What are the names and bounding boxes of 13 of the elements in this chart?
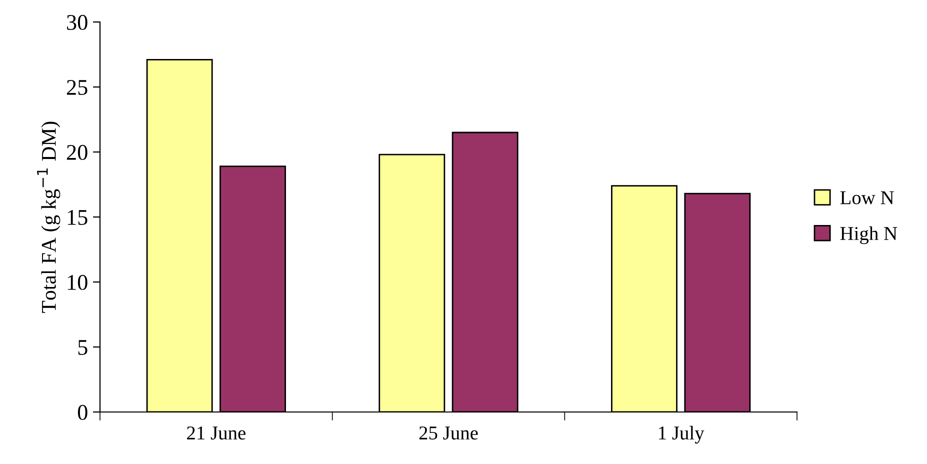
legend-label: High N: [840, 226, 898, 244]
y-axis-title: Total FA (g kg$^{−1}$ DM): [37, 122, 60, 313]
x-tick-label: 1 July: [659, 426, 704, 444]
y-tick-label: 15: [68, 210, 88, 225]
y-tick-label: 5: [78, 340, 88, 355]
y-tick-label: 10: [68, 274, 88, 290]
x-tick-label: 21 June: [187, 426, 246, 440]
legend-label: Low N: [840, 191, 894, 204]
y-tick-label: 20: [66, 144, 88, 160]
y-tick-label: 0: [78, 404, 88, 420]
y-tick-label: 25: [66, 80, 88, 95]
x-tick-label: 25 June: [419, 426, 478, 440]
y-tick-label: 30: [67, 14, 88, 30]
